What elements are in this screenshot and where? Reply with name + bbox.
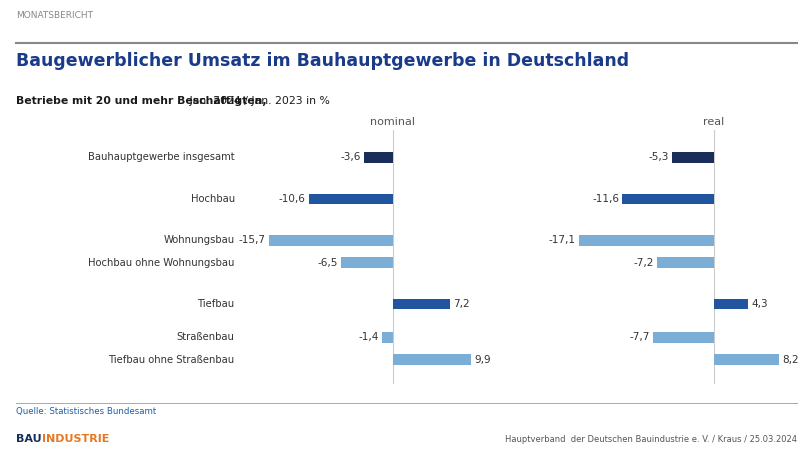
Text: -10,6: -10,6 — [279, 194, 306, 204]
Text: Bauhauptgewerbe insgesamt: Bauhauptgewerbe insgesamt — [88, 152, 235, 162]
Bar — [714, 354, 779, 365]
Text: Straßenbau: Straßenbau — [177, 333, 235, 343]
Text: -7,7: -7,7 — [629, 333, 650, 343]
Text: -15,7: -15,7 — [239, 235, 265, 245]
Text: -7,2: -7,2 — [633, 258, 654, 268]
Text: -3,6: -3,6 — [341, 152, 361, 162]
Text: 9,9: 9,9 — [474, 354, 491, 364]
Text: -6,5: -6,5 — [318, 258, 338, 268]
Bar — [622, 194, 714, 204]
Text: Betriebe mit 20 und mehr Beschäftigten,: Betriebe mit 20 und mehr Beschäftigten, — [16, 96, 267, 106]
Text: Hochbau: Hochbau — [191, 194, 235, 204]
Text: nominal: nominal — [371, 117, 415, 127]
Text: -11,6: -11,6 — [592, 194, 619, 204]
Bar — [364, 152, 393, 162]
Text: BAU: BAU — [16, 434, 42, 444]
Text: Wohnungsbau: Wohnungsbau — [163, 235, 235, 245]
Text: INDUSTRIE: INDUSTRIE — [42, 434, 109, 444]
Bar — [341, 258, 393, 268]
Text: Baugewerblicher Umsatz im Bauhauptgewerbe in Deutschland: Baugewerblicher Umsatz im Bauhauptgewerb… — [16, 52, 629, 71]
Text: Hochbau ohne Wohnungsbau: Hochbau ohne Wohnungsbau — [88, 258, 235, 268]
Bar — [393, 354, 471, 365]
Text: -17,1: -17,1 — [549, 235, 575, 245]
Bar — [714, 299, 748, 309]
Text: -1,4: -1,4 — [358, 333, 379, 343]
Bar — [653, 332, 714, 343]
Text: MONATSBERICHT: MONATSBERICHT — [16, 11, 93, 20]
Text: Tiefbau: Tiefbau — [197, 299, 235, 309]
Text: real: real — [703, 117, 725, 127]
Text: Jan. 2024 / Jan. 2023 in %: Jan. 2024 / Jan. 2023 in % — [186, 96, 330, 106]
Bar — [657, 258, 714, 268]
Text: 7,2: 7,2 — [453, 299, 469, 309]
Bar — [672, 152, 714, 162]
Bar — [269, 235, 393, 246]
Text: 8,2: 8,2 — [781, 354, 798, 364]
Bar — [382, 332, 393, 343]
Text: Quelle: Statistisches Bundesamt: Quelle: Statistisches Bundesamt — [16, 407, 156, 416]
Text: Hauptverband  der Deutschen Bauindustrie e. V. / Kraus / 25.03.2024: Hauptverband der Deutschen Bauindustrie … — [505, 435, 797, 444]
Bar — [393, 299, 450, 309]
Text: 4,3: 4,3 — [751, 299, 768, 309]
Bar — [578, 235, 714, 246]
Bar — [309, 194, 393, 204]
Text: Tiefbau ohne Straßenbau: Tiefbau ohne Straßenbau — [108, 354, 235, 364]
Text: -5,3: -5,3 — [649, 152, 669, 162]
